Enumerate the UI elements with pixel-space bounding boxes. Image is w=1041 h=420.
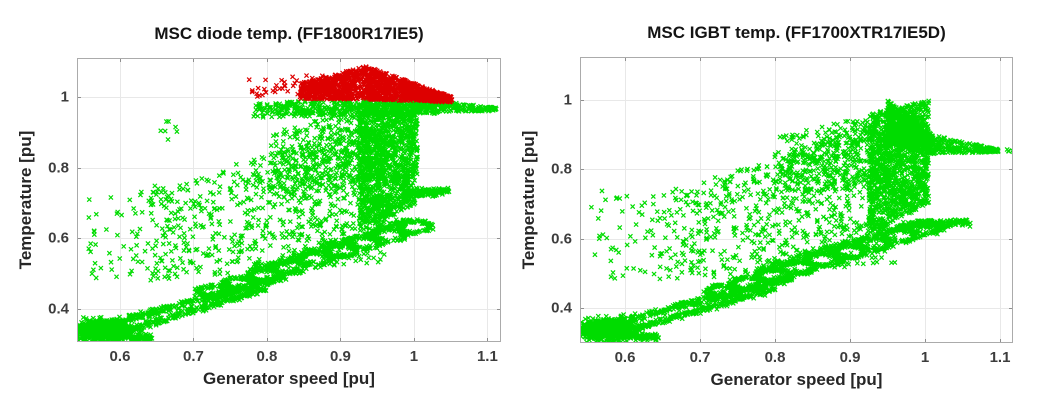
- x-tick-label: 0.6: [109, 348, 131, 365]
- x-axis-label-diode: Generator speed [pu]: [203, 369, 375, 388]
- y-tick-label: 0.8: [551, 160, 572, 178]
- x-tick-label: 0.6: [614, 349, 636, 366]
- x-tick-label: 0.9: [839, 349, 861, 366]
- x-tick-label: 0.9: [330, 348, 351, 365]
- y-tick-label: 0.4: [551, 299, 572, 317]
- y-tick-label: 1: [60, 88, 69, 106]
- y-axis-label-igbt: Temperature [pu]: [519, 130, 538, 270]
- x-tick-label: 1: [920, 349, 930, 366]
- x-tick-label: 0.8: [764, 349, 786, 366]
- y-tick-label: 0.6: [48, 229, 69, 247]
- y-tick-label: 0.4: [48, 300, 69, 318]
- y-tick-label: 0.6: [551, 230, 572, 248]
- x-tick-label: 0.7: [183, 348, 204, 365]
- x-tick-label: 0.7: [689, 349, 711, 366]
- y-tick-label: 1: [563, 91, 572, 109]
- x-axis-label-igbt: Generator speed [pu]: [710, 370, 883, 389]
- plot-title-igbt: MSC IGBT temp. (FF1700XTR17IE5D): [647, 23, 946, 42]
- diode-scatter-canvas: [77, 58, 501, 342]
- x-tick-label: 1.1: [989, 349, 1011, 366]
- y-tick-label: 0.8: [48, 159, 69, 177]
- x-tick-label: 0.8: [256, 348, 278, 365]
- x-tick-label: 1: [409, 348, 419, 365]
- plot-title-diode: MSC diode temp. (FF1800R17IE5): [154, 24, 424, 43]
- x-tick-label: 1.1: [476, 348, 498, 365]
- igbt-scatter-canvas: [580, 57, 1013, 343]
